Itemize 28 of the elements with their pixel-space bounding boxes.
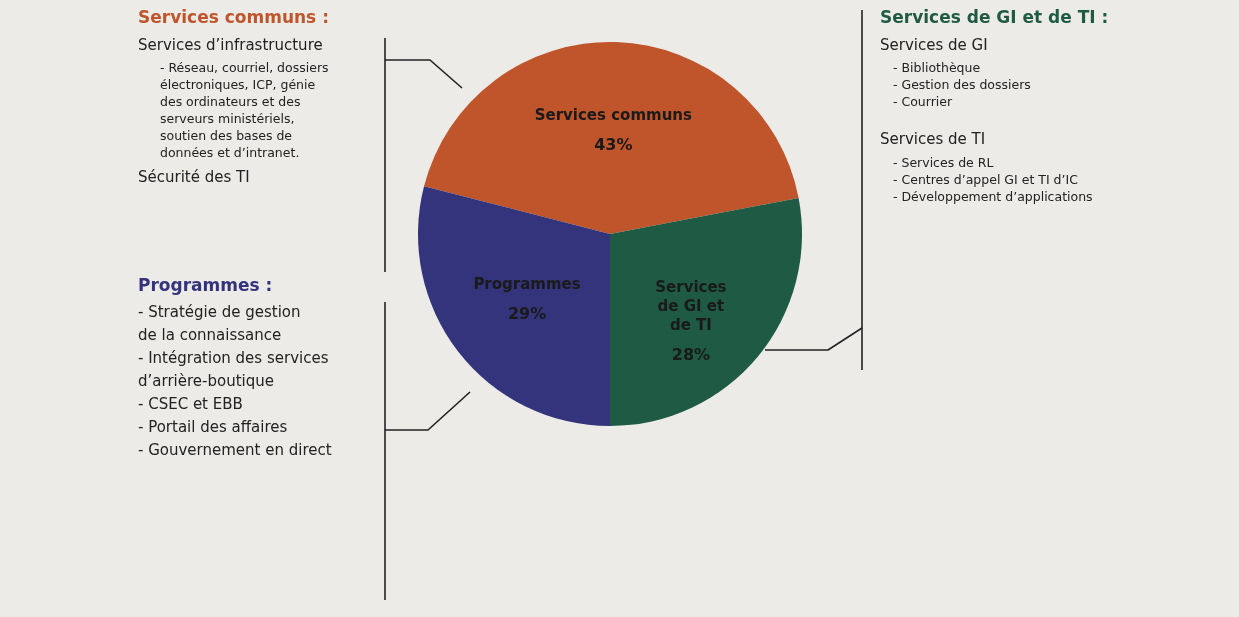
text: Services de TI <box>880 130 986 148</box>
text: Services de GI et de TI : <box>880 7 1109 27</box>
text: - Réseau, courriel, dossiers électroniques, ICP, génie des ordinateurs et des serveurs ministériels, soutien des bases de données et d’intranet. <box>160 60 329 160</box>
slice-label: Programmes <box>473 275 581 294</box>
slice-label: Services communs <box>534 106 692 125</box>
data-label: 43% <box>594 135 633 155</box>
slice-label: Services de GI et de TI <box>655 277 727 334</box>
text: Services de GI <box>880 36 988 54</box>
text: - Bibliothèque <box>893 60 981 75</box>
text: - Développement d’applications <box>893 189 1093 204</box>
text: - Intégration des services d’arrière-boutique <box>138 349 329 391</box>
text: - Gouvernement en direct <box>138 441 332 459</box>
text: Services d’infrastructure <box>138 36 323 54</box>
data-label: 28% <box>671 344 711 364</box>
pie-slice <box>610 198 802 426</box>
pie-slice <box>424 42 799 234</box>
data-label: 29% <box>507 304 547 324</box>
text: - Services de RL <box>893 155 994 170</box>
text: - Courrier <box>893 94 953 109</box>
text: Services communs : <box>138 7 329 27</box>
text: - CSEC et EBB <box>138 395 243 413</box>
text: - Portail des affaires <box>138 418 288 436</box>
text: - Stratégie de gestion de la connaissance <box>138 303 301 345</box>
text: Programmes : <box>138 275 273 295</box>
text: - Gestion des dossiers <box>893 77 1031 92</box>
text: Sécurité des TI <box>138 168 250 186</box>
pie-slice <box>418 186 610 426</box>
text: - Centres d’appel GI et TI d’IC <box>893 172 1079 187</box>
